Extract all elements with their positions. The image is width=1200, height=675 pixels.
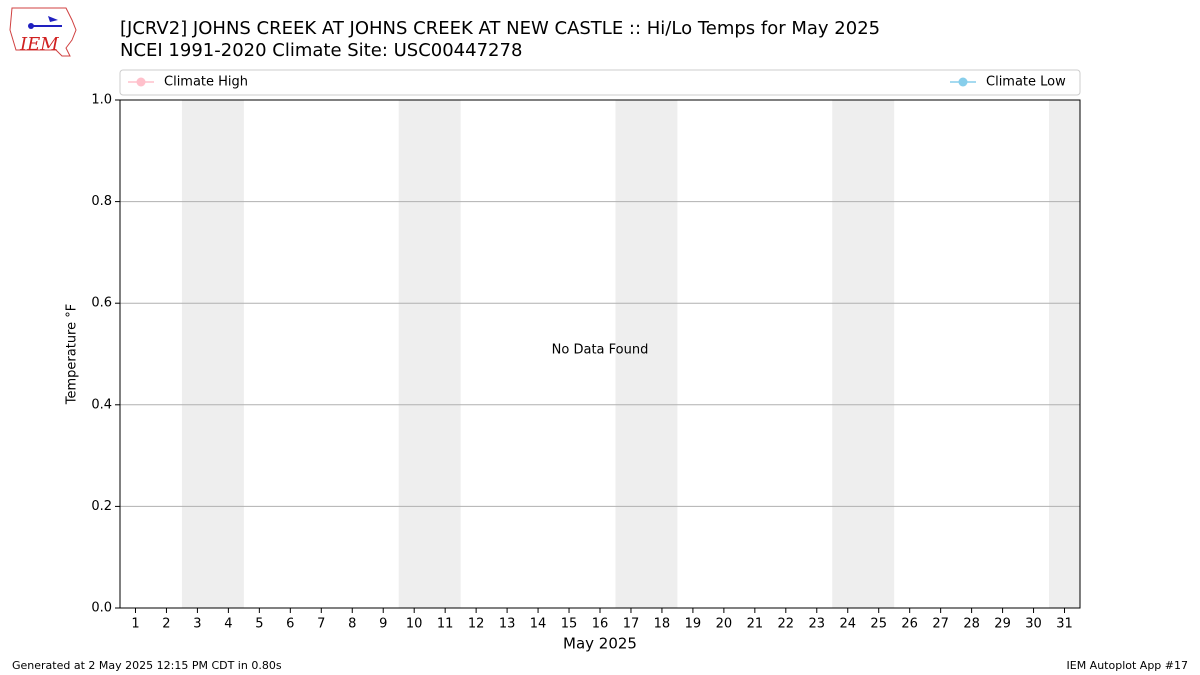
logo: IEM <box>9 7 77 57</box>
chart-subtitle: NCEI 1991-2020 Climate Site: USC00447278 <box>120 40 522 61</box>
x-tick-label: 11 <box>437 617 454 632</box>
x-tick-label: 9 <box>379 617 387 632</box>
legend-label: Climate Low <box>986 75 1066 90</box>
logo-shape <box>48 16 58 22</box>
x-tick-label: 15 <box>561 617 578 632</box>
legend-label: Climate High <box>164 75 248 90</box>
x-tick-label: 29 <box>994 617 1011 632</box>
x-tick-label: 17 <box>623 617 640 632</box>
legend-box <box>119 69 1081 96</box>
annotation: No Data Found <box>552 343 649 358</box>
x-tick-label: 18 <box>654 617 671 632</box>
x-tick-label: 12 <box>468 617 485 632</box>
y-axis-label: Temperature °F <box>65 304 80 405</box>
x-tick-label: 26 <box>901 617 918 632</box>
x-tick-label: 7 <box>317 617 325 632</box>
weekend-shade <box>1049 100 1080 608</box>
x-tick-label: 24 <box>839 617 856 632</box>
x-tick-label: 28 <box>963 617 980 632</box>
x-tick-label: 20 <box>716 617 733 632</box>
x-tick-label: 3 <box>193 617 201 632</box>
x-tick-label: 30 <box>1025 617 1042 632</box>
x-tick-label: 2 <box>162 617 170 632</box>
x-tick-label: 4 <box>224 617 232 632</box>
x-tick-label: 23 <box>809 617 826 632</box>
x-tick-label: 19 <box>685 617 702 632</box>
x-tick-label: 31 <box>1056 617 1073 632</box>
weekend-shade <box>398 100 461 608</box>
logo-outline <box>9 7 77 57</box>
legend-marker <box>136 77 146 87</box>
footer-right: IEM Autoplot App #17 <box>1067 659 1189 672</box>
x-tick-label: 14 <box>530 617 547 632</box>
plot-area: 0.00.20.40.60.81.01 2 3 4 5 6 7 8 9 10 11 12 13 14 15 1… <box>91 93 1081 632</box>
weekend-shade <box>615 100 678 608</box>
logo-dot <box>28 23 34 29</box>
y-tick-label: 0.4 <box>91 397 112 412</box>
x-axis-label: May 2025 <box>563 635 637 653</box>
y-tick-label: 0.2 <box>91 499 112 514</box>
weekend-shade <box>832 100 895 608</box>
plot-frame <box>119 99 1081 609</box>
chart-title: [JCRV2] JOHNS CREEK AT JOHNS CREEK AT NE… <box>120 18 880 39</box>
logo-text: IEM <box>19 34 59 55</box>
x-tick-label: 5 <box>255 617 263 632</box>
x-tick-label: 27 <box>932 617 949 632</box>
x-tick-label: 6 <box>286 617 294 632</box>
x-tick-label: 22 <box>778 617 795 632</box>
x-tick-label: 13 <box>499 617 516 632</box>
x-tick-label: 1 <box>131 617 139 632</box>
y-tick-label: 0.0 <box>91 601 112 616</box>
x-tick-label: 21 <box>747 617 764 632</box>
y-tick-label: 0.8 <box>91 194 112 209</box>
y-tick-label: 1.0 <box>91 93 112 108</box>
x-tick-label: 10 <box>406 617 423 632</box>
weekend-shade <box>181 100 244 608</box>
legend-marker <box>958 77 968 87</box>
x-tick-label: 16 <box>592 617 609 632</box>
y-tick-label: 0.6 <box>91 296 112 311</box>
x-tick-label: 8 <box>348 617 356 632</box>
footer-left: Generated at 2 May 2025 12:15 PM CDT in … <box>12 659 282 672</box>
x-tick-label: 25 <box>870 617 887 632</box>
